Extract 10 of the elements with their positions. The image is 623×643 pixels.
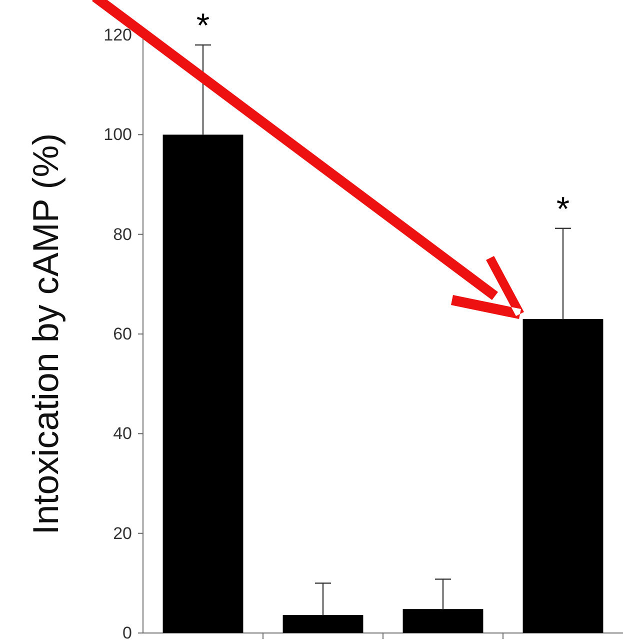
y-tick-label: 120	[104, 25, 132, 44]
y-tick-label: 60	[113, 324, 132, 344]
y-tick-label: 20	[113, 524, 132, 543]
data-label: *	[196, 6, 210, 45]
y-tick-label: 40	[113, 424, 132, 444]
y-axis-title: Intoxication by cAMP (%)	[25, 133, 66, 535]
data-label: *	[556, 190, 570, 228]
y-tick-label: 80	[113, 224, 132, 244]
y-tick-label: 0	[122, 623, 132, 642]
y-tick-label: 100	[104, 125, 132, 144]
